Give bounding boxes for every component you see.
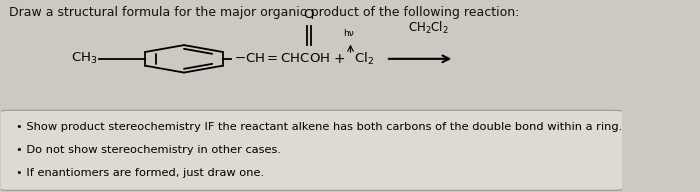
Text: $-$CH$=$CHCOH: $-$CH$=$CHCOH [234, 52, 330, 65]
Text: CH$_2$Cl$_2$: CH$_2$Cl$_2$ [407, 20, 449, 36]
Text: Draw a structural formula for the major organic product of the following reactio: Draw a structural formula for the major … [9, 6, 520, 19]
Text: • If enantiomers are formed, just draw one.: • If enantiomers are formed, just draw o… [16, 168, 265, 178]
Text: O: O [304, 8, 314, 21]
Text: +: + [333, 52, 345, 66]
Text: CH$_3$: CH$_3$ [71, 51, 97, 66]
FancyBboxPatch shape [0, 110, 624, 190]
Text: • Show product stereochemistry IF the reactant alkene has both carbons of the do: • Show product stereochemistry IF the re… [16, 122, 622, 132]
Text: • Do not show stereochemistry in other cases.: • Do not show stereochemistry in other c… [16, 145, 281, 155]
Text: hν: hν [343, 29, 354, 38]
Text: Cl$_2$: Cl$_2$ [354, 51, 374, 67]
